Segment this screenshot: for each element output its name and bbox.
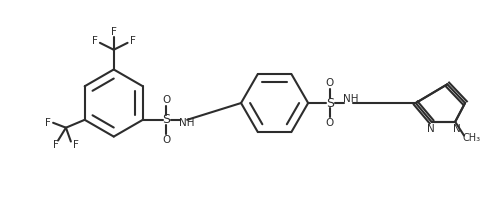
Text: NH: NH [179,118,195,128]
Text: O: O [325,118,333,128]
Text: F: F [129,36,135,46]
Text: F: F [111,27,117,37]
Text: O: O [162,95,170,105]
Text: F: F [45,118,51,128]
Text: NH: NH [342,94,358,104]
Text: O: O [325,78,333,88]
Text: F: F [53,141,59,150]
Text: O: O [162,135,170,145]
Text: N: N [452,124,460,134]
Text: CH₃: CH₃ [462,133,480,143]
Text: S: S [162,113,170,126]
Text: F: F [73,141,79,150]
Text: N: N [426,124,433,134]
Text: F: F [92,36,98,46]
Text: S: S [325,97,333,110]
